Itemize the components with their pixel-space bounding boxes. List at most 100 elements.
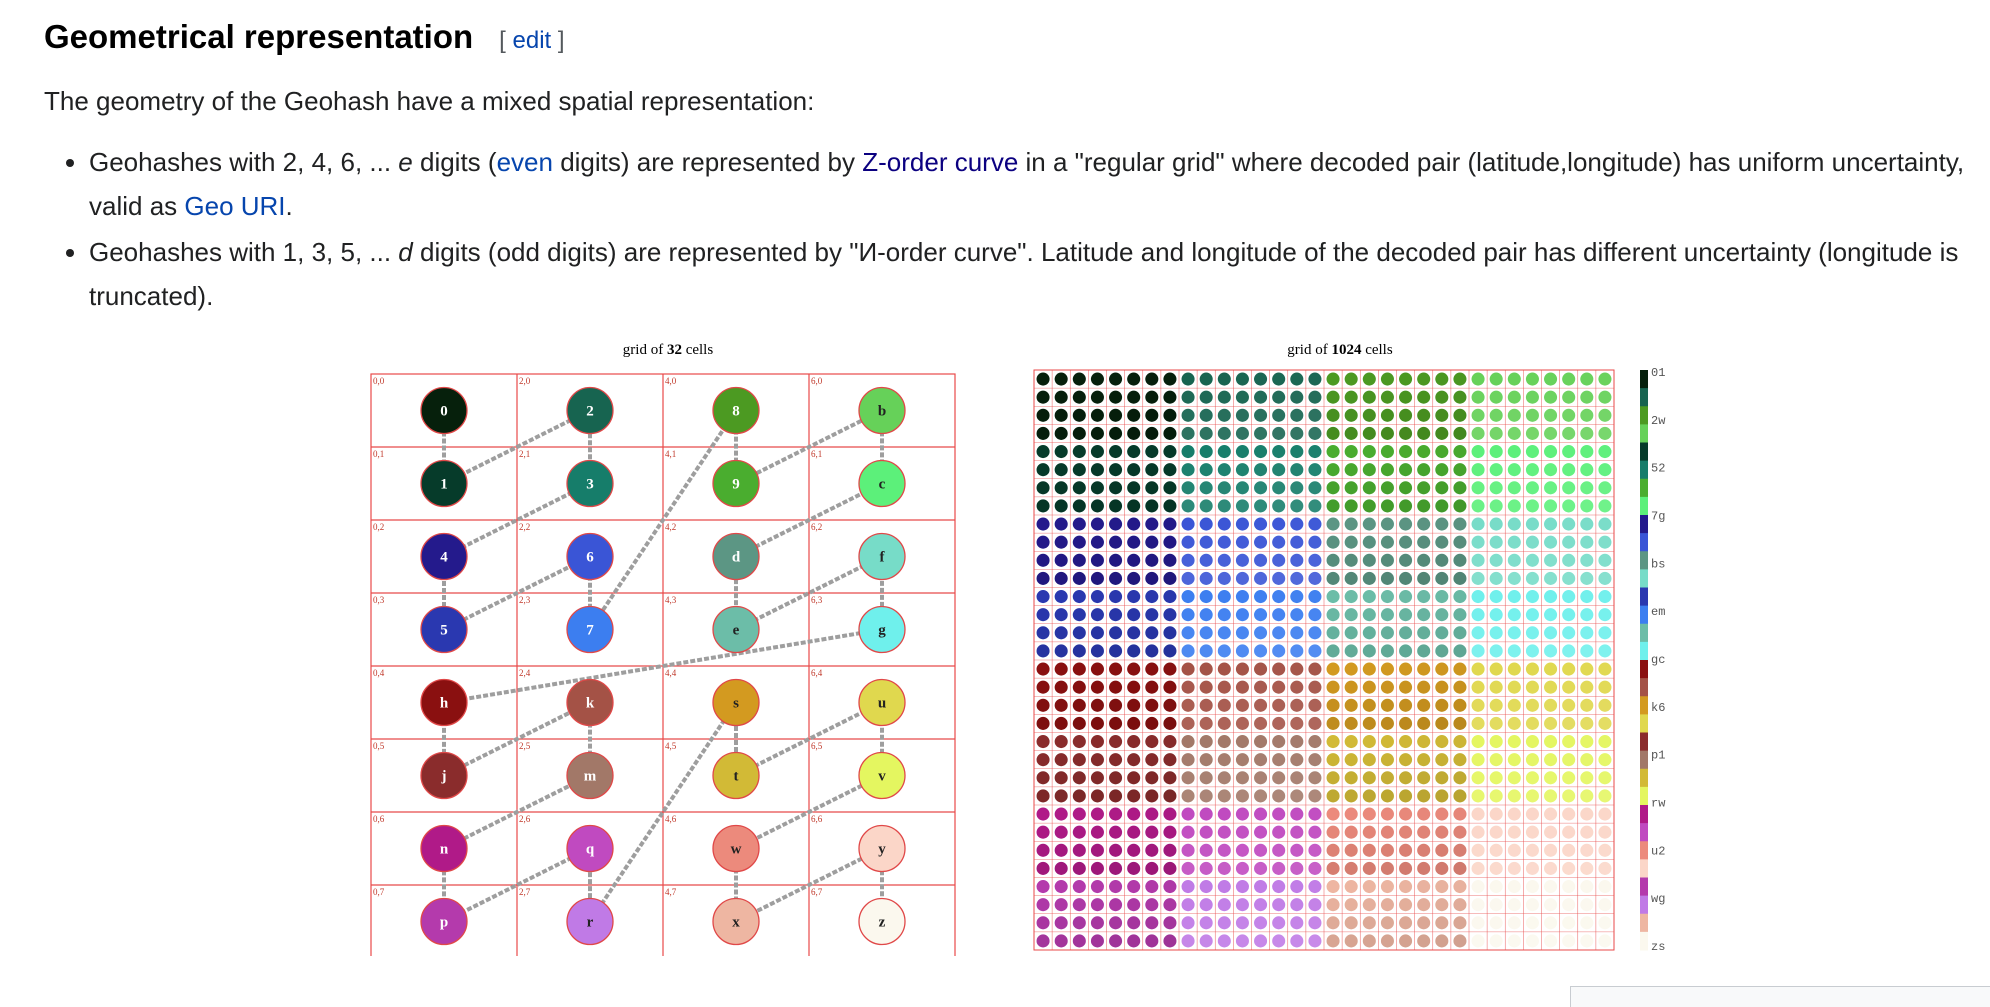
edit-link[interactable]: edit	[512, 27, 552, 54]
micro-cell-dot	[1199, 698, 1213, 712]
geohash-cell-g[interactable]	[858, 605, 906, 654]
micro-cell-dot	[1290, 898, 1304, 912]
micro-cell-dot	[1127, 499, 1141, 513]
micro-cell-dot	[1272, 662, 1286, 676]
legend-label: em	[1651, 605, 1665, 619]
geohash-cell-m[interactable]	[566, 751, 614, 800]
figure-32-cells[interactable]: grid of 32 cells 0,0 0 2,0 2 4,0 8 6,0 b 0,1 1 2,1…	[360, 334, 960, 956]
micro-cell-dot	[1272, 571, 1286, 585]
geohash-cell-9[interactable]	[712, 459, 760, 508]
micro-cell-dot	[1109, 880, 1123, 894]
geohash-cell-b[interactable]	[858, 386, 906, 435]
cell-coordinate-label: 6,7	[811, 887, 823, 897]
micro-cell-dot	[1525, 626, 1539, 640]
micro-cell-dot	[1254, 463, 1268, 477]
micro-cell-dot	[1380, 463, 1394, 477]
geohash-cell-5[interactable]	[420, 605, 468, 654]
micro-cell-dot	[1562, 372, 1576, 386]
geohash-cell-z[interactable]	[858, 897, 906, 946]
micro-cell-dot	[1199, 390, 1213, 404]
micro-cell-dot	[1344, 807, 1358, 821]
micro-cell-dot	[1598, 680, 1612, 694]
geohash-cell-c[interactable]	[858, 459, 906, 508]
geohash-cell-7[interactable]	[566, 605, 614, 654]
micro-cell-dot	[1362, 390, 1376, 404]
geohash-cell-4[interactable]	[420, 532, 468, 581]
geohash-cell-0[interactable]	[420, 386, 468, 435]
micro-cell-dot	[1417, 463, 1431, 477]
micro-cell-dot	[1235, 916, 1249, 930]
geohash-cell-x[interactable]	[712, 897, 760, 946]
micro-cell-dot	[1489, 553, 1503, 567]
geohash-cell-p[interactable]	[420, 897, 468, 946]
geohash-cell-v[interactable]	[858, 751, 906, 800]
geohash-cell-r[interactable]	[566, 897, 614, 946]
geohash-cell-s[interactable]	[712, 678, 760, 727]
micro-cell-dot	[1272, 880, 1286, 894]
micro-cell-dot	[1453, 843, 1467, 857]
even-link[interactable]: even	[496, 147, 553, 177]
geohash-cell-3[interactable]	[566, 459, 614, 508]
micro-cell-dot	[1254, 789, 1268, 803]
micro-cell-dot	[1254, 716, 1268, 730]
geohash-cell-w[interactable]	[712, 824, 760, 873]
figure-1024-cells[interactable]: grid of 1024 cells 01 2w 52 7g bs em gc k6 p1 rw u…	[1028, 334, 1688, 956]
micro-cell-dot	[1598, 608, 1612, 622]
cell-coordinate-label: 2,3	[519, 595, 531, 605]
micro-cell-dot	[1290, 934, 1304, 948]
legend-label: k6	[1651, 701, 1665, 715]
micro-cell-dot	[1127, 789, 1141, 803]
micro-cell-dot	[1036, 571, 1050, 585]
geohash-cell-f[interactable]	[858, 532, 906, 581]
geohash-cell-6[interactable]	[566, 532, 614, 581]
micro-cell-dot	[1562, 535, 1576, 549]
geohash-cell-j[interactable]	[420, 751, 468, 800]
geohash-cell-q[interactable]	[566, 824, 614, 873]
micro-cell-dot	[1453, 771, 1467, 785]
micro-cell-dot	[1562, 916, 1576, 930]
micro-cell-dot	[1290, 716, 1304, 730]
micro-cell-dot	[1417, 716, 1431, 730]
micro-cell-dot	[1090, 934, 1104, 948]
micro-cell-dot	[1471, 445, 1485, 459]
geohash-cell-t[interactable]	[712, 751, 760, 800]
micro-cell-dot	[1417, 807, 1431, 821]
micro-cell-dot	[1145, 553, 1159, 567]
micro-cell-dot	[1380, 372, 1394, 386]
micro-cell-dot	[1489, 934, 1503, 948]
micro-cell-dot	[1507, 553, 1521, 567]
geohash-cell-d[interactable]	[712, 532, 760, 581]
geohash-cell-k[interactable]	[566, 678, 614, 727]
geohash-cell-1[interactable]	[420, 459, 468, 508]
geohash-cell-h[interactable]	[420, 678, 468, 727]
z-order-curve-link[interactable]: Z-order curve	[862, 147, 1019, 177]
geohash-cell-u[interactable]	[858, 678, 906, 727]
micro-cell-dot	[1308, 735, 1322, 749]
micro-cell-dot	[1562, 517, 1576, 531]
micro-cell-dot	[1435, 735, 1449, 749]
micro-cell-dot	[1362, 662, 1376, 676]
geohash-cell-label: z	[879, 915, 886, 931]
micro-cell-dot	[1217, 571, 1231, 585]
geo-uri-link[interactable]: Geo URI	[184, 191, 286, 221]
micro-cell-dot	[1181, 753, 1195, 767]
geohash-cell-n[interactable]	[420, 824, 468, 873]
micro-cell-dot	[1308, 916, 1322, 930]
micro-cell-dot	[1544, 644, 1558, 658]
micro-cell-dot	[1272, 753, 1286, 767]
micro-cell-dot	[1217, 861, 1231, 875]
geohash-cell-y[interactable]	[858, 824, 906, 873]
micro-cell-dot	[1417, 680, 1431, 694]
geohash-cell-8[interactable]	[712, 386, 760, 435]
micro-cell-dot	[1072, 807, 1086, 821]
micro-cell-dot	[1489, 408, 1503, 422]
micro-cell-dot	[1326, 608, 1340, 622]
micro-cell-dot	[1435, 753, 1449, 767]
micro-cell-dot	[1217, 590, 1231, 604]
geohash-cell-2[interactable]	[566, 386, 614, 435]
geohash-cell-e[interactable]	[712, 605, 760, 654]
micro-cell-dot	[1525, 861, 1539, 875]
micro-cell-dot	[1072, 626, 1086, 640]
legend-label: 01	[1651, 366, 1665, 380]
micro-cell-dot	[1362, 608, 1376, 622]
